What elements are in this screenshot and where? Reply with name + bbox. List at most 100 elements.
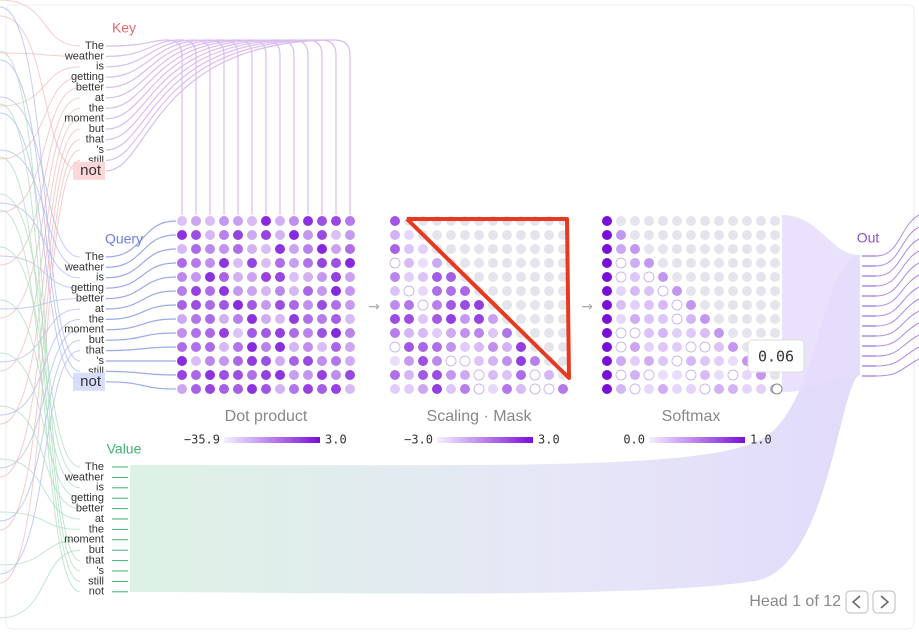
- scale-min: −35.9: [184, 433, 220, 447]
- scale-max: 3.0: [325, 433, 347, 447]
- cell: [317, 258, 327, 268]
- cell: [644, 314, 654, 324]
- cell: [530, 300, 540, 310]
- cell: [289, 244, 299, 254]
- cell: [303, 300, 313, 310]
- cell: [317, 370, 327, 380]
- cell: [233, 272, 243, 282]
- cell: [728, 384, 738, 394]
- cell: [261, 230, 271, 240]
- cell: [502, 286, 512, 296]
- cell: [502, 328, 512, 338]
- cell: [727, 369, 739, 381]
- key-link: [105, 39, 239, 215]
- out-link: [875, 346, 919, 367]
- cell: [728, 216, 738, 226]
- cell: [756, 272, 766, 282]
- cell: [473, 369, 485, 381]
- cell: [331, 370, 341, 380]
- cell: [602, 370, 612, 380]
- cell: [404, 314, 414, 324]
- cell: [558, 300, 568, 310]
- cell: [700, 314, 710, 324]
- cell: [558, 384, 568, 394]
- cell: [686, 384, 696, 394]
- cell: [317, 314, 327, 324]
- cell: [289, 384, 299, 394]
- cell: [644, 244, 654, 254]
- cell: [756, 230, 766, 240]
- cell: [191, 384, 201, 394]
- input-link: [0, 299, 81, 489]
- cell: [446, 314, 456, 324]
- prev-button[interactable]: [845, 590, 869, 614]
- cell: [502, 342, 512, 352]
- cell: [530, 314, 540, 324]
- cell: [700, 370, 710, 380]
- cell: [345, 258, 355, 268]
- cell: [205, 258, 215, 268]
- group-label: Value: [107, 441, 142, 457]
- cell: [390, 370, 400, 380]
- cell: [699, 383, 711, 395]
- cell: [303, 370, 313, 380]
- cell: [345, 342, 355, 352]
- cell: [474, 356, 484, 366]
- scale-bar: [437, 437, 533, 443]
- cell: [432, 230, 442, 240]
- cell: [488, 342, 498, 352]
- out-link: [875, 226, 919, 267]
- cell: [742, 286, 752, 296]
- cell: [686, 244, 696, 254]
- cell: [700, 356, 710, 366]
- cell: [644, 300, 654, 310]
- cell: [602, 230, 612, 240]
- cell: [644, 258, 654, 268]
- cell: [529, 383, 541, 395]
- cell: [432, 314, 442, 324]
- cell: [446, 230, 456, 240]
- cell: [686, 272, 696, 282]
- token: weather: [64, 261, 104, 273]
- cell: [446, 244, 456, 254]
- cell: [261, 286, 271, 296]
- cell: [303, 286, 313, 296]
- cell: [658, 244, 668, 254]
- cell: [558, 258, 568, 268]
- cell: [275, 300, 285, 310]
- cell: [629, 383, 641, 395]
- token: moment: [64, 534, 104, 546]
- cell: [728, 286, 738, 296]
- cell: [742, 370, 752, 380]
- cell: [177, 216, 187, 226]
- cell: [390, 356, 400, 366]
- cell: [219, 258, 229, 268]
- next-button[interactable]: [872, 590, 896, 614]
- cell: [530, 328, 540, 338]
- query-link: [105, 332, 177, 341]
- input-link: [0, 209, 81, 593]
- cell: [261, 244, 271, 254]
- cell: [544, 230, 554, 240]
- cell: [219, 300, 229, 310]
- cell: [700, 230, 710, 240]
- cell: [418, 272, 428, 282]
- cell: [205, 342, 215, 352]
- cell: [191, 300, 201, 310]
- cell: [261, 328, 271, 338]
- cell: [247, 258, 257, 268]
- cell: [289, 356, 299, 366]
- cell: [331, 258, 341, 268]
- key-link: [105, 39, 295, 215]
- cell: [488, 286, 498, 296]
- cell: [233, 300, 243, 310]
- cell: [558, 328, 568, 338]
- cell: [432, 258, 442, 268]
- cell: [446, 370, 456, 380]
- cell: [219, 272, 229, 282]
- cell: [616, 384, 626, 394]
- cell: [289, 230, 299, 240]
- cell: [544, 314, 554, 324]
- cell: [390, 230, 400, 240]
- cell: [629, 327, 641, 339]
